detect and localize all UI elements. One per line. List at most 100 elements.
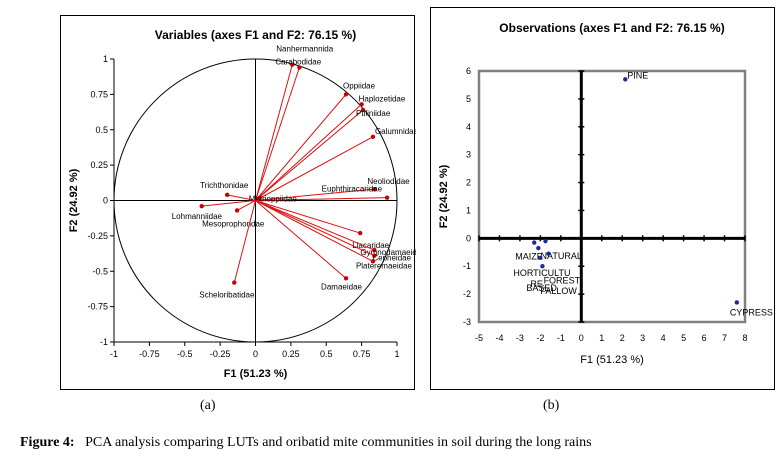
x-tick-label: 0.25 — [282, 349, 300, 359]
point-galumnidae — [370, 134, 376, 140]
vector-carabodidae — [255, 67, 300, 201]
vector-nanhermannida — [255, 64, 293, 201]
x-tick-label: -1 — [557, 333, 565, 343]
label-lohmanniidae: Lohmanniidae — [172, 212, 223, 221]
figure-caption: Figure 4: PCA analysis comparing LUTs an… — [20, 435, 592, 451]
vector-liacaridae — [255, 200, 361, 234]
x-tick-label: 6 — [702, 333, 707, 343]
point-carabodidae — [297, 65, 302, 70]
vector-cepheidae — [255, 200, 375, 257]
label-liacaridae: Liacaridae — [352, 241, 389, 250]
x-tick-label: 0.75 — [353, 349, 371, 359]
chart-b-title: Observations (axes F1 and F2: 76.15 %) — [499, 21, 724, 35]
label-based: BASED — [526, 283, 557, 293]
y-tick-label: 1 — [103, 54, 108, 64]
label-horticulture: HORTICULTU RE — [513, 268, 570, 289]
y-tick-label: 4 — [466, 122, 471, 132]
x-tick-label: -5 — [475, 333, 483, 343]
point-neoliodidae — [372, 186, 377, 192]
point-trichthonidae — [225, 192, 230, 198]
x-tick-label: 1 — [599, 333, 604, 343]
caption-label: Figure 4: — [20, 435, 75, 450]
y-tick-label: -2 — [463, 289, 471, 299]
vector-ptiliniidae — [255, 109, 364, 201]
x-tick-label: -2 — [536, 333, 544, 343]
label-scheloribatidae: Scheloribatidae — [199, 291, 255, 300]
y-tick-label: -0.5 — [92, 266, 108, 276]
point-ptiliniidae — [360, 107, 366, 113]
observations-chart-svg: Observations (axes F1 and F2: 76.15 %) -5… — [438, 21, 773, 366]
x-tick-label: -1 — [110, 349, 118, 359]
caption-text: PCA analysis comparing LUTs and oribatid… — [85, 435, 592, 450]
point-gymnodamaeidae — [372, 247, 377, 253]
label-plateremaeidae: Plateremaeidae — [356, 261, 413, 270]
point-pine — [623, 77, 628, 82]
label-neoliodidae: Neoliodidae — [367, 177, 410, 186]
label-ptiliniidae: Ptiliniidae — [356, 109, 391, 118]
label-natural: NATURAL — [541, 251, 582, 261]
x-axis-title: F1 (51.23 %) — [224, 368, 288, 380]
x-tick-label: 0 — [579, 333, 584, 343]
y-tick-label: 0 — [103, 196, 108, 206]
x-tick-label: 8 — [742, 333, 747, 343]
y-tick-label: 6 — [466, 66, 471, 76]
x-tick-label: -0.5 — [177, 349, 193, 359]
label-galumnidae: Galumnidae — [375, 127, 416, 136]
y-tick-label: 0 — [466, 233, 471, 243]
x-tick-label: -3 — [516, 333, 524, 343]
point-cepheidae — [372, 253, 377, 258]
x-tick-label: -4 — [495, 333, 503, 343]
vector-oppiidae — [255, 94, 347, 201]
point-mesoprophoridae — [234, 208, 240, 213]
y-tick-label: -3 — [463, 317, 471, 327]
label-forest: FOREST — [544, 276, 581, 286]
y-tick-label: 0.5 — [95, 125, 108, 135]
label-pine: PINE — [627, 70, 648, 80]
point-nanhermannida — [290, 62, 295, 67]
point-scheloribatidae — [232, 280, 237, 285]
y-tick-label: 5 — [466, 94, 471, 104]
variables-chart-svg: Variables (axes F1 and F2: 76.15 %) -1 -0.… — [68, 28, 426, 380]
y-tick-label: -1 — [100, 337, 108, 347]
y-tick-label: -0.25 — [87, 231, 108, 241]
label-mesoprophoridae: Mesoprophoridae — [202, 219, 265, 228]
label-trichthonidae: Trichthonidae — [200, 181, 249, 190]
label-gymnodamaeidae: Gymnodamaeidae — [360, 248, 416, 257]
point-natural — [543, 238, 548, 244]
y-tick-label: -0.75 — [87, 302, 108, 312]
x-tick-label: 2 — [620, 333, 625, 343]
point-lohmanniidae — [199, 203, 204, 209]
plot-frame — [477, 69, 747, 324]
y-tick-label: -1 — [463, 261, 471, 271]
point-haplozetidae — [359, 102, 364, 107]
label-cypress: CYPRESS — [730, 307, 773, 317]
vector-euphthiracaridae — [255, 197, 388, 201]
y-tick-label: 1 — [466, 205, 471, 215]
vector-scheloribatidae — [233, 200, 256, 283]
vector-trichthonidae — [227, 194, 256, 201]
x-tick-label: -0.75 — [139, 349, 160, 359]
vector-haplozetidae — [255, 103, 362, 201]
y-tick-label: 0.75 — [90, 89, 108, 99]
y-tick-label: 0.25 — [90, 160, 108, 170]
label-damaeidae: Damaeidae — [321, 282, 362, 291]
subcaption-a: (a) — [200, 398, 216, 413]
x-axis-title: F1 (51.23 %) — [580, 354, 644, 366]
point-oppiidae — [343, 92, 349, 97]
label-carabodidae: Carabodidae — [275, 57, 321, 66]
vector-damaeidae — [255, 200, 347, 279]
label-metrioppiidae: Metrioppiidae — [249, 195, 298, 204]
chart-a-title: Variables (axes F1 and F2: 76.15 %) — [155, 28, 356, 42]
label-euphthiracaridae: Euphthiracaridae — [322, 185, 383, 194]
label-maize: MAIZE — [515, 252, 543, 262]
point-euphthiracaridae — [384, 195, 390, 200]
label-oppiidae: Oppiidae — [343, 81, 376, 90]
point-based — [538, 255, 543, 261]
point-plateremaeidae — [370, 259, 376, 264]
x-tick-label: 7 — [722, 333, 727, 343]
x-tick-label: -0.25 — [210, 349, 231, 359]
observations-chart-panel: Observations (axes F1 and F2: 76.15 %) -5… — [430, 7, 775, 390]
vector-gymnodamaeidae — [255, 200, 375, 251]
vector-neoliodidae — [255, 188, 375, 201]
x-tick-label: 4 — [661, 333, 666, 343]
